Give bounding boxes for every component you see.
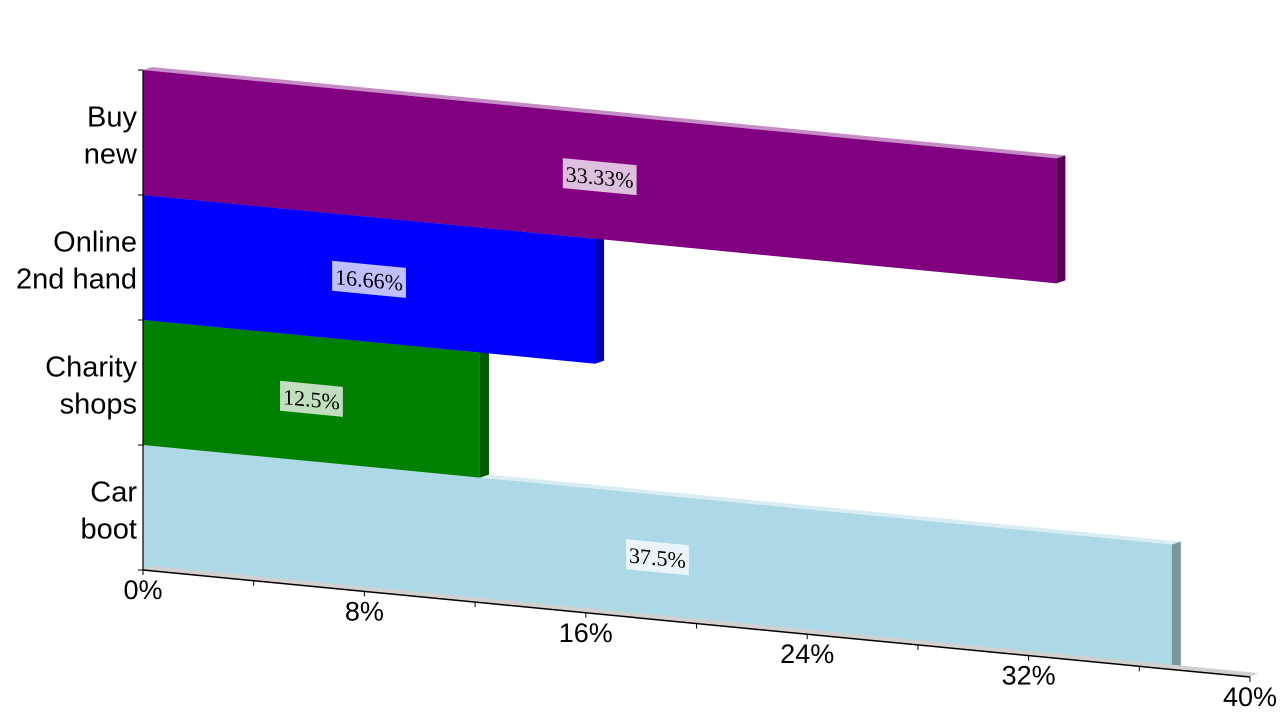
labels-group: 37.5% Car boot 12.5% Charity shops 16.66% Onlin… xyxy=(16,102,689,576)
x-tick-label: 40% xyxy=(1223,682,1277,712)
bar-side-face xyxy=(595,235,605,364)
x-tick-label: 32% xyxy=(1002,661,1056,691)
floor-plane xyxy=(143,566,1258,678)
data-label-background xyxy=(332,260,406,298)
data-label-text: 37.5% xyxy=(629,543,686,573)
category-label-line: new xyxy=(84,139,138,171)
x-tick-label: 0% xyxy=(123,575,162,605)
data-label-background xyxy=(562,158,637,196)
data-label: 37.5% xyxy=(625,539,689,576)
category-label-line: Charity xyxy=(45,352,137,384)
bar-side-face xyxy=(479,349,489,478)
category-label-line: Car xyxy=(90,477,137,509)
data-label: 12.5% xyxy=(280,380,343,417)
data-label-background xyxy=(280,380,343,417)
x-tick-label: 16% xyxy=(559,618,613,648)
category-label: Buy new xyxy=(84,102,138,171)
data-label: 16.66% xyxy=(332,260,406,298)
x-tick-label: 24% xyxy=(780,639,834,669)
category-label-line: 2nd hand xyxy=(16,264,137,296)
data-label: 33.33% xyxy=(562,158,637,196)
category-label: Car boot xyxy=(81,477,138,546)
category-label: Charity shops xyxy=(45,352,137,421)
category-label-line: Buy xyxy=(87,102,137,134)
bars-group xyxy=(143,67,1181,670)
data-label-background xyxy=(625,539,689,576)
bar-top-face xyxy=(143,67,1066,159)
x-tick-label: 8% xyxy=(345,596,384,626)
axes-group: 0% 8% 16% 24% 32% 40% xyxy=(123,69,1277,712)
category-label-line: Online xyxy=(53,227,137,259)
bar-side-face xyxy=(1171,541,1181,670)
bar-side-face xyxy=(1056,155,1066,284)
category-label-line: boot xyxy=(81,514,137,546)
category-label: Online 2nd hand xyxy=(16,227,137,296)
category-label-line: shops xyxy=(60,389,137,421)
data-label-text: 12.5% xyxy=(283,384,340,414)
